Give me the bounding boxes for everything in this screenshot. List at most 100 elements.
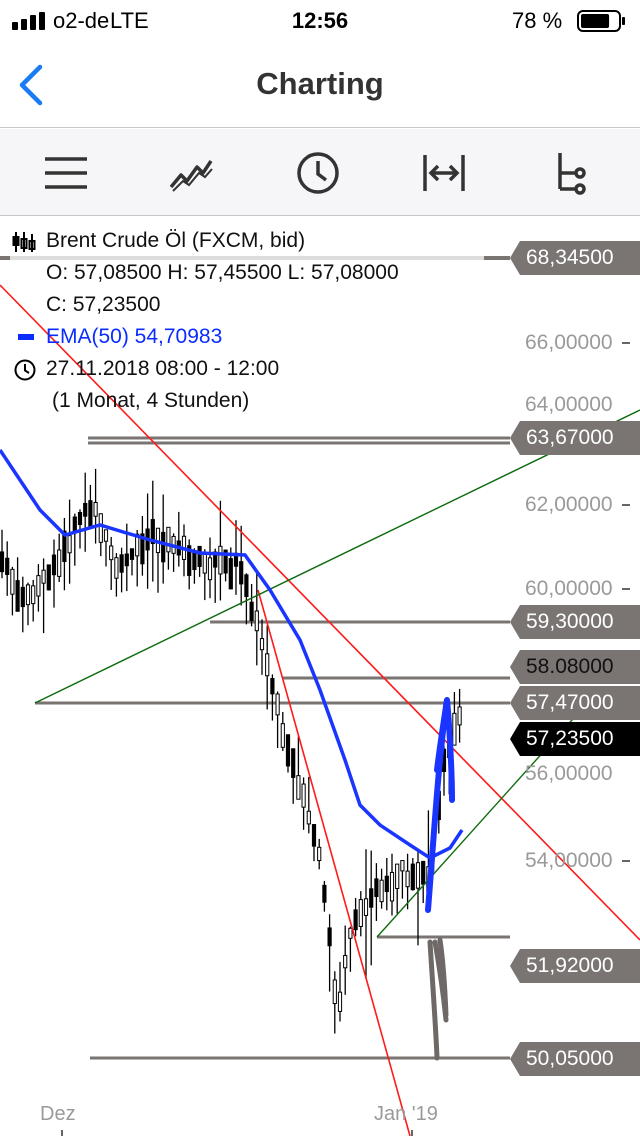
current-price-label: 57,23500: [510, 722, 640, 756]
candle-body: [301, 783, 306, 808]
candle-body: [405, 870, 410, 888]
candle-body: [15, 580, 20, 612]
candle-body: [202, 553, 207, 574]
candle-body: [358, 899, 363, 927]
candle-body: [280, 723, 285, 748]
page-title: Charting: [256, 66, 384, 101]
candle-body: [389, 871, 395, 902]
candle-body: [410, 863, 415, 891]
candle-body: [348, 927, 353, 939]
price-label[interactable]: 50,05000: [510, 1042, 640, 1076]
candle-body: [20, 586, 25, 608]
clock-icon: [14, 359, 36, 381]
y-tick-label: 66,00000: [525, 331, 613, 354]
price-label[interactable]: 68,34500: [510, 241, 640, 275]
ema-line: [0, 449, 464, 861]
candle-body: [343, 955, 348, 969]
candle-body: [270, 678, 275, 695]
candle-body: [452, 712, 457, 746]
price-label[interactable]: 63,67000: [510, 421, 640, 455]
instrument-name: Brent Crude Öl (FXCM, bid): [46, 229, 306, 252]
candle-body: [88, 500, 93, 527]
candle-body: [36, 575, 41, 597]
candle-body: [166, 526, 171, 553]
candle-body: [150, 519, 155, 545]
candle-body: [83, 502, 88, 517]
y-tick-label: 62,00000: [525, 493, 613, 516]
price-label[interactable]: 51,92000: [510, 949, 640, 983]
candle-body: [291, 748, 296, 778]
candle-body: [207, 557, 213, 581]
candle-body: [322, 884, 327, 903]
candle-body: [239, 561, 244, 585]
y-tick-label: 64,00000: [525, 393, 613, 416]
battery-percent: 78 %: [512, 8, 563, 33]
candle-body: [379, 879, 384, 903]
y-tick-label: 60,00000: [525, 577, 613, 600]
price-label[interactable]: 58.08000: [510, 650, 640, 684]
candle-body: [374, 878, 379, 897]
candle-body: [140, 533, 145, 565]
candle-body: [109, 545, 114, 561]
indicator-line-icon[interactable]: [167, 149, 215, 197]
chart-area[interactable]: Brent Crude Öl (FXCM, bid) O: 57,08500 H…: [0, 217, 640, 1136]
candle-body: [353, 909, 358, 931]
green-trendline: [34, 409, 640, 704]
candlestick-icon: [12, 232, 36, 252]
price-label[interactable]: 57,47000: [510, 686, 640, 720]
hand-drawn-arrow: [425, 697, 455, 913]
candle-body: [317, 846, 322, 862]
candle-body: [254, 610, 259, 632]
tree-branch-icon[interactable]: [546, 149, 594, 197]
candle-body: [41, 569, 46, 584]
timeframe: (1 Monat, 4 Stunden): [52, 389, 250, 412]
candle-body: [161, 531, 166, 563]
clock-icon[interactable]: [294, 149, 342, 197]
navigation-bar: Charting: [0, 42, 640, 128]
horizontal-range-icon[interactable]: [420, 149, 468, 197]
candle-body: [384, 875, 389, 893]
candle-body: [46, 564, 51, 591]
candle-body: [25, 584, 31, 606]
candle-body: [31, 585, 36, 605]
candle-body: [187, 545, 192, 576]
ema-swatch: [18, 334, 34, 340]
clock: 12:56: [291, 8, 349, 33]
x-tick-label: Dez: [40, 1103, 76, 1125]
candle-datetime: 27.11.2018 08:00 - 12:00: [46, 357, 280, 380]
hand-drawn-mark: [427, 937, 449, 1061]
candle-body: [415, 862, 421, 889]
red-trendline: [257, 589, 411, 1136]
candle-body: [103, 529, 109, 542]
chevron-left-icon[interactable]: [16, 64, 46, 106]
candle-body: [244, 574, 249, 597]
candle-body: [114, 557, 119, 579]
candle-body: [265, 653, 270, 677]
carrier: o2-de: [53, 8, 110, 33]
candle-body: [421, 860, 426, 885]
candle-body: [306, 810, 311, 825]
menu-icon[interactable]: [42, 149, 90, 197]
candle-body: [337, 991, 343, 1012]
candle-body: [296, 775, 301, 800]
x-tick-label: Jan '19: [374, 1103, 438, 1125]
candle-body: [135, 533, 140, 557]
candle-body: [395, 863, 400, 890]
candle-body: [5, 557, 10, 576]
candle-body: [311, 824, 317, 847]
candle-body: [197, 545, 202, 567]
candle-body: [218, 545, 223, 575]
candle-body: [400, 860, 405, 872]
candle-body: [249, 601, 254, 622]
candle-body: [285, 734, 291, 767]
y-tick-label: 56,00000: [525, 762, 613, 785]
status-bar: o2-de LTE 12:56 78 %: [0, 0, 640, 42]
candle-body: [275, 693, 280, 716]
price-label[interactable]: 59,30000: [510, 605, 640, 639]
ema-value: EMA(50) 54,70983: [46, 325, 223, 348]
candle-body: [119, 554, 124, 573]
candle-body: [363, 898, 369, 916]
candle-body: [332, 979, 337, 1005]
chart-toolbar: [0, 129, 640, 216]
